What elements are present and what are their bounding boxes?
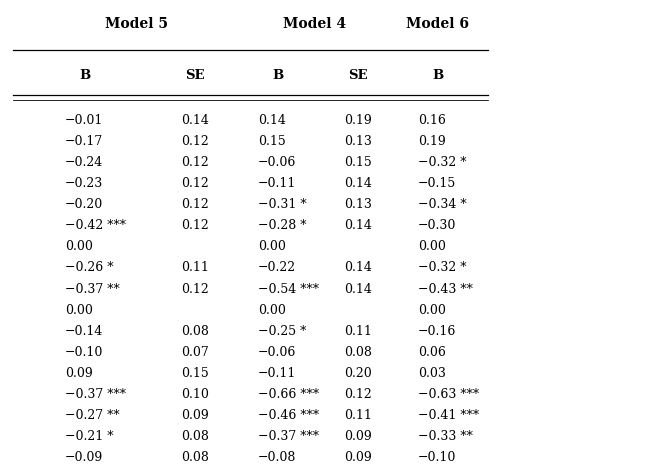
Text: −0.66 ***: −0.66 *** xyxy=(258,388,319,401)
Text: −0.09: −0.09 xyxy=(65,451,103,464)
Text: −0.17: −0.17 xyxy=(65,135,103,148)
Text: −0.25 *: −0.25 * xyxy=(258,325,306,337)
Text: −0.20: −0.20 xyxy=(65,198,103,211)
Text: 0.12: 0.12 xyxy=(181,219,209,232)
Text: −0.01: −0.01 xyxy=(65,114,103,127)
Text: 0.09: 0.09 xyxy=(181,409,209,422)
Text: 0.00: 0.00 xyxy=(65,240,93,253)
Text: 0.12: 0.12 xyxy=(181,283,209,295)
Text: −0.23: −0.23 xyxy=(65,177,103,190)
Text: 0.15: 0.15 xyxy=(258,135,286,148)
Text: −0.41 ***: −0.41 *** xyxy=(418,409,479,422)
Text: 0.14: 0.14 xyxy=(344,262,372,274)
Text: 0.13: 0.13 xyxy=(344,135,372,148)
Text: 0.00: 0.00 xyxy=(65,304,93,317)
Text: −0.30: −0.30 xyxy=(418,219,456,232)
Text: −0.11: −0.11 xyxy=(258,177,296,190)
Text: −0.28 *: −0.28 * xyxy=(258,219,307,232)
Text: −0.37 ***: −0.37 *** xyxy=(65,388,126,401)
Text: −0.63 ***: −0.63 *** xyxy=(418,388,479,401)
Text: −0.37 **: −0.37 ** xyxy=(65,283,120,295)
Text: 0.06: 0.06 xyxy=(418,346,446,359)
Text: 0.09: 0.09 xyxy=(65,367,93,380)
Text: 0.13: 0.13 xyxy=(344,198,372,211)
Text: 0.14: 0.14 xyxy=(258,114,286,127)
Text: 0.16: 0.16 xyxy=(418,114,446,127)
Text: 0.14: 0.14 xyxy=(344,219,372,232)
Text: −0.21 *: −0.21 * xyxy=(65,430,114,443)
Text: −0.31 *: −0.31 * xyxy=(258,198,307,211)
Text: 0.12: 0.12 xyxy=(181,177,209,190)
Text: −0.26 *: −0.26 * xyxy=(65,262,114,274)
Text: −0.37 ***: −0.37 *** xyxy=(258,430,319,443)
Text: 0.19: 0.19 xyxy=(418,135,446,148)
Text: 0.07: 0.07 xyxy=(181,346,209,359)
Text: −0.16: −0.16 xyxy=(418,325,456,337)
Text: −0.54 ***: −0.54 *** xyxy=(258,283,319,295)
Text: 0.12: 0.12 xyxy=(181,135,209,148)
Text: 0.12: 0.12 xyxy=(181,198,209,211)
Text: −0.42 ***: −0.42 *** xyxy=(65,219,126,232)
Text: 0.08: 0.08 xyxy=(181,325,209,337)
Text: −0.33 **: −0.33 ** xyxy=(418,430,473,443)
Text: 0.08: 0.08 xyxy=(181,451,209,464)
Text: 0.14: 0.14 xyxy=(344,177,372,190)
Text: 0.14: 0.14 xyxy=(181,114,209,127)
Text: −0.43 **: −0.43 ** xyxy=(418,283,473,295)
Text: −0.22: −0.22 xyxy=(258,262,296,274)
Text: 0.11: 0.11 xyxy=(181,262,209,274)
Text: 0.09: 0.09 xyxy=(344,451,372,464)
Text: Model 5: Model 5 xyxy=(105,17,168,31)
Text: −0.24: −0.24 xyxy=(65,156,103,169)
Text: 0.08: 0.08 xyxy=(181,430,209,443)
Text: B: B xyxy=(272,69,283,82)
Text: 0.14: 0.14 xyxy=(344,283,372,295)
Text: 0.00: 0.00 xyxy=(258,240,286,253)
Text: −0.14: −0.14 xyxy=(65,325,103,337)
Text: −0.10: −0.10 xyxy=(418,451,456,464)
Text: Model 6: Model 6 xyxy=(406,17,469,31)
Text: 0.19: 0.19 xyxy=(344,114,372,127)
Text: 0.15: 0.15 xyxy=(181,367,209,380)
Text: −0.32 *: −0.32 * xyxy=(418,262,467,274)
Text: −0.32 *: −0.32 * xyxy=(418,156,467,169)
Text: 0.00: 0.00 xyxy=(418,240,446,253)
Text: −0.08: −0.08 xyxy=(258,451,296,464)
Text: −0.06: −0.06 xyxy=(258,156,296,169)
Text: 0.20: 0.20 xyxy=(344,367,372,380)
Text: −0.10: −0.10 xyxy=(65,346,103,359)
Text: −0.15: −0.15 xyxy=(418,177,456,190)
Text: 0.15: 0.15 xyxy=(344,156,372,169)
Text: Model 4: Model 4 xyxy=(283,17,346,31)
Text: 0.12: 0.12 xyxy=(344,388,372,401)
Text: 0.00: 0.00 xyxy=(418,304,446,317)
Text: −0.27 **: −0.27 ** xyxy=(65,409,120,422)
Text: SE: SE xyxy=(348,69,368,82)
Text: −0.11: −0.11 xyxy=(258,367,296,380)
Text: −0.06: −0.06 xyxy=(258,346,296,359)
Text: 0.10: 0.10 xyxy=(181,388,209,401)
Text: 0.09: 0.09 xyxy=(344,430,372,443)
Text: 0.11: 0.11 xyxy=(344,409,372,422)
Text: 0.00: 0.00 xyxy=(258,304,286,317)
Text: −0.34 *: −0.34 * xyxy=(418,198,467,211)
Text: SE: SE xyxy=(185,69,205,82)
Text: −0.46 ***: −0.46 *** xyxy=(258,409,319,422)
Text: B: B xyxy=(79,69,90,82)
Text: 0.08: 0.08 xyxy=(344,346,372,359)
Text: 0.11: 0.11 xyxy=(344,325,372,337)
Text: B: B xyxy=(432,69,443,82)
Text: 0.12: 0.12 xyxy=(181,156,209,169)
Text: 0.03: 0.03 xyxy=(418,367,446,380)
